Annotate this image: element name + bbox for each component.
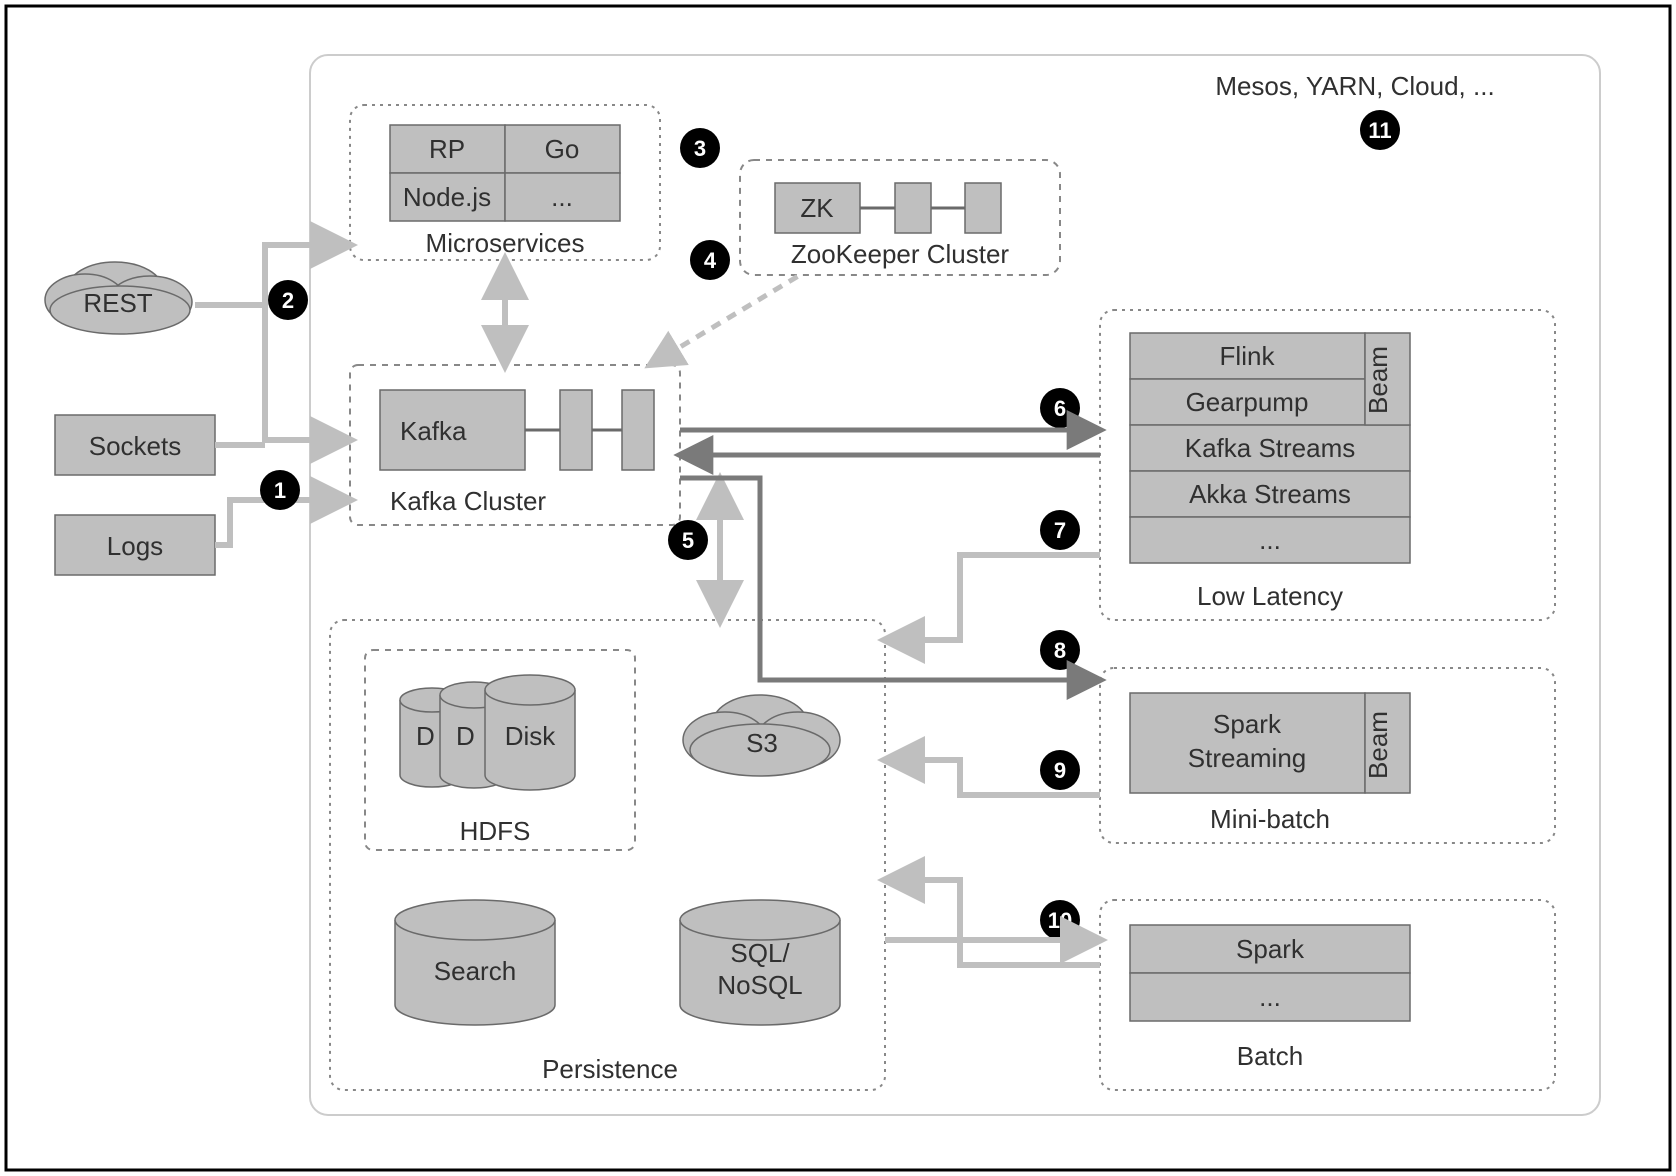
svg-text:...: ... (1259, 982, 1281, 1012)
svg-text:...: ... (551, 182, 573, 212)
svg-text:Gearpump: Gearpump (1186, 387, 1309, 417)
svg-text:Spark: Spark (1236, 934, 1305, 964)
architecture-diagram: Mesos, YARN, Cloud, ... 11 REST Sockets … (0, 0, 1676, 1176)
svg-text:HDFS: HDFS (460, 816, 531, 846)
svg-text:D: D (456, 721, 475, 751)
s3-cloud: S3 (683, 695, 840, 776)
arrow-7 (885, 555, 1100, 640)
svg-text:1: 1 (274, 478, 286, 503)
svg-text:SQL/: SQL/ (730, 938, 790, 968)
svg-text:8: 8 (1054, 638, 1066, 663)
arrow-kafka-zk (650, 275, 800, 365)
svg-text:Beam: Beam (1363, 346, 1393, 414)
svg-text:Batch: Batch (1237, 1041, 1304, 1071)
svg-text:D: D (416, 721, 435, 751)
svg-text:Mini-batch: Mini-batch (1210, 804, 1330, 834)
svg-text:11: 11 (1368, 118, 1391, 143)
svg-text:Microservices: Microservices (426, 228, 585, 258)
svg-text:2: 2 (282, 288, 294, 313)
svg-text:ZooKeeper Cluster: ZooKeeper Cluster (791, 239, 1010, 269)
svg-text:Beam: Beam (1363, 711, 1393, 779)
svg-text:Low Latency: Low Latency (1197, 581, 1343, 611)
svg-text:Disk: Disk (505, 721, 557, 751)
svg-text:4: 4 (704, 248, 717, 273)
arrow-rest-kafka (265, 305, 350, 440)
arrow-8 (680, 478, 1100, 680)
svg-text:Flink: Flink (1220, 341, 1276, 371)
search-cylinder: Search (395, 900, 555, 1025)
svg-text:RP: RP (429, 134, 465, 164)
svg-text:Streaming: Streaming (1188, 743, 1307, 773)
main-label: Mesos, YARN, Cloud, ... (1215, 71, 1494, 101)
svg-text:10: 10 (1048, 908, 1072, 933)
svg-text:9: 9 (1054, 758, 1066, 783)
svg-text:7: 7 (1054, 518, 1066, 543)
svg-text:...: ... (1259, 525, 1281, 555)
svg-text:Search: Search (434, 956, 516, 986)
svg-text:Akka Streams: Akka Streams (1189, 479, 1351, 509)
svg-text:ZK: ZK (800, 193, 834, 223)
svg-text:Kafka Streams: Kafka Streams (1185, 433, 1356, 463)
svg-text:Kafka: Kafka (400, 416, 467, 446)
svg-text:6: 6 (1054, 396, 1066, 421)
low-latency-rows: Flink Gearpump Kafka Streams Akka Stream… (1130, 333, 1410, 563)
svg-text:Spark: Spark (1213, 709, 1282, 739)
disk-stack: D D Disk (400, 675, 575, 790)
svg-text:5: 5 (682, 528, 694, 553)
rest-cloud: REST (45, 262, 192, 334)
svg-text:Go: Go (545, 134, 580, 164)
svg-text:NoSQL: NoSQL (717, 970, 802, 1000)
svg-text:Kafka Cluster: Kafka Cluster (390, 486, 546, 516)
svg-text:Sockets: Sockets (89, 431, 182, 461)
svg-text:Persistence: Persistence (542, 1054, 678, 1084)
sql-cylinder: SQL/ NoSQL (680, 900, 840, 1025)
svg-text:REST: REST (83, 288, 152, 318)
svg-text:Logs: Logs (107, 531, 163, 561)
svg-text:3: 3 (694, 136, 706, 161)
svg-text:Node.js: Node.js (403, 182, 491, 212)
svg-text:S3: S3 (746, 728, 778, 758)
